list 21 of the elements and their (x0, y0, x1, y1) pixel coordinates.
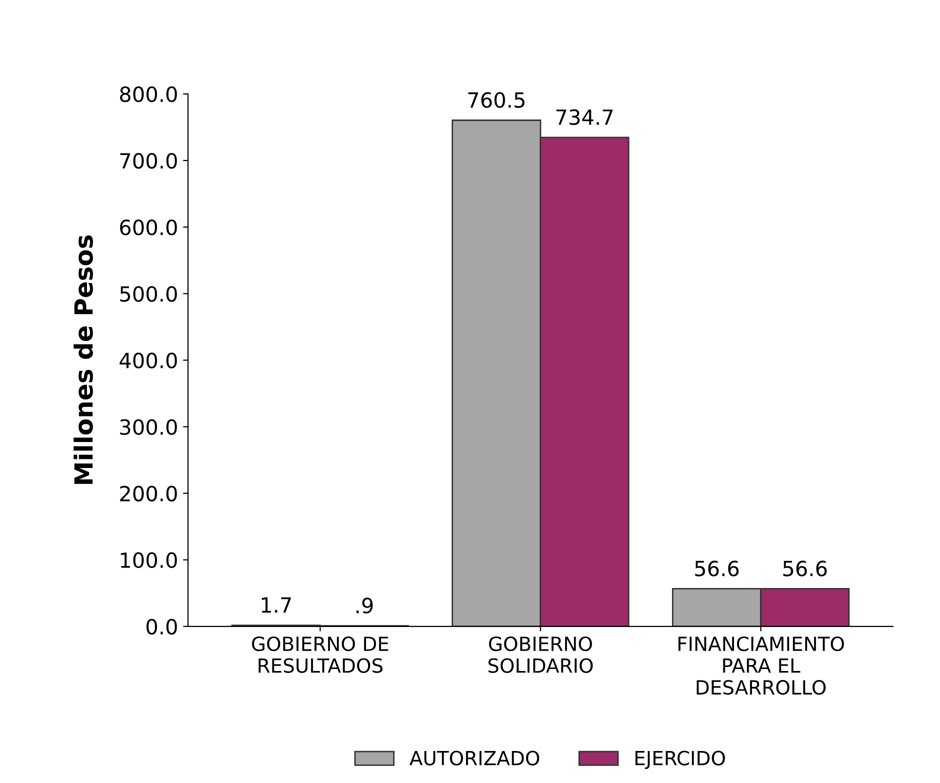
data-label: .9 (356, 598, 373, 614)
x-tick-label: GOBIERNO DE RESULTADOS (252, 636, 388, 673)
x-tick-label: GOBIERNO SOLIDARIO (488, 636, 593, 673)
data-label: 1.7 (262, 597, 291, 613)
data-label: 56.6 (783, 560, 827, 576)
y-tick-label: 100.0 (120, 552, 177, 568)
y-tick-label: 600.0 (120, 220, 177, 236)
data-label: 56.6 (695, 560, 739, 576)
legend-label: AUTORIZADO (410, 750, 540, 766)
y-tick-label: 300.0 (120, 419, 177, 435)
data-label: 760.5 (468, 92, 524, 108)
y-tick-label: 700.0 (120, 152, 177, 169)
y-tick-label: 500.0 (120, 286, 177, 302)
x-tick-label: FINANCIAMIENTO PARA EL DESARROLLO (678, 636, 844, 695)
y-tick-label: 200.0 (120, 486, 177, 502)
y-axis-title: Millones de Pesos (74, 235, 93, 484)
legend-label: EJERCIDO (636, 750, 725, 770)
y-tick-label: 800.0 (120, 86, 177, 102)
data-label: 734.7 (556, 109, 613, 126)
y-tick-label: 400.0 (120, 352, 177, 368)
y-tick-label: 0.0 (146, 618, 177, 635)
